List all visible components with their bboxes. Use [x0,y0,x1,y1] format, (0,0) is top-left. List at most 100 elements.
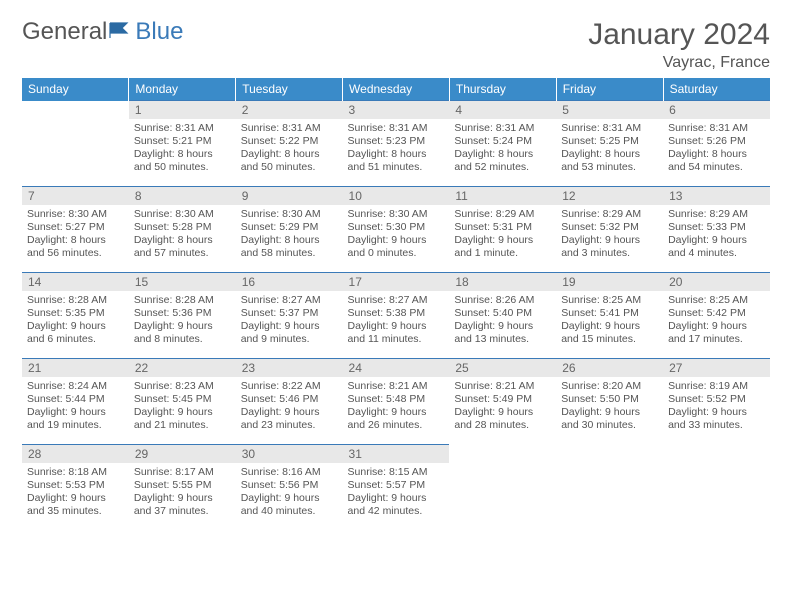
calendar-page: General Blue January 2024 Vayrac, France… [0,0,792,549]
day-header: Wednesday [343,78,450,101]
calendar-cell [22,101,129,187]
day-header: Saturday [663,78,770,101]
calendar-cell: 28Sunrise: 8:18 AMSunset: 5:53 PMDayligh… [22,445,129,531]
location: Vayrac, France [588,54,770,72]
day-details: Sunrise: 8:21 AMSunset: 5:49 PMDaylight:… [449,377,556,437]
day-number: 17 [343,273,450,291]
calendar-cell [663,445,770,531]
calendar-cell: 25Sunrise: 8:21 AMSunset: 5:49 PMDayligh… [449,359,556,445]
day-details: Sunrise: 8:29 AMSunset: 5:33 PMDaylight:… [663,205,770,265]
calendar-week: 1Sunrise: 8:31 AMSunset: 5:21 PMDaylight… [22,101,770,187]
calendar-cell: 12Sunrise: 8:29 AMSunset: 5:32 PMDayligh… [556,187,663,273]
day-details: Sunrise: 8:28 AMSunset: 5:36 PMDaylight:… [129,291,236,351]
day-details: Sunrise: 8:30 AMSunset: 5:27 PMDaylight:… [22,205,129,265]
day-details: Sunrise: 8:26 AMSunset: 5:40 PMDaylight:… [449,291,556,351]
day-details: Sunrise: 8:21 AMSunset: 5:48 PMDaylight:… [343,377,450,437]
day-details: Sunrise: 8:30 AMSunset: 5:29 PMDaylight:… [236,205,343,265]
day-number: 12 [556,187,663,205]
day-details: Sunrise: 8:24 AMSunset: 5:44 PMDaylight:… [22,377,129,437]
calendar-cell: 24Sunrise: 8:21 AMSunset: 5:48 PMDayligh… [343,359,450,445]
calendar-header-row: SundayMondayTuesdayWednesdayThursdayFrid… [22,78,770,101]
calendar-cell: 13Sunrise: 8:29 AMSunset: 5:33 PMDayligh… [663,187,770,273]
day-header: Sunday [22,78,129,101]
logo-text-general: General [22,18,107,46]
day-number: 29 [129,445,236,463]
day-number: 21 [22,359,129,377]
calendar-cell: 8Sunrise: 8:30 AMSunset: 5:28 PMDaylight… [129,187,236,273]
calendar-cell: 15Sunrise: 8:28 AMSunset: 5:36 PMDayligh… [129,273,236,359]
day-details: Sunrise: 8:25 AMSunset: 5:42 PMDaylight:… [663,291,770,351]
day-number: 10 [343,187,450,205]
day-header: Monday [129,78,236,101]
calendar-cell: 5Sunrise: 8:31 AMSunset: 5:25 PMDaylight… [556,101,663,187]
day-details: Sunrise: 8:16 AMSunset: 5:56 PMDaylight:… [236,463,343,523]
day-details: Sunrise: 8:27 AMSunset: 5:37 PMDaylight:… [236,291,343,351]
day-number: 15 [129,273,236,291]
calendar-cell: 9Sunrise: 8:30 AMSunset: 5:29 PMDaylight… [236,187,343,273]
day-details: Sunrise: 8:19 AMSunset: 5:52 PMDaylight:… [663,377,770,437]
day-details: Sunrise: 8:31 AMSunset: 5:24 PMDaylight:… [449,119,556,179]
calendar-cell: 18Sunrise: 8:26 AMSunset: 5:40 PMDayligh… [449,273,556,359]
calendar-cell: 7Sunrise: 8:30 AMSunset: 5:27 PMDaylight… [22,187,129,273]
day-details: Sunrise: 8:17 AMSunset: 5:55 PMDaylight:… [129,463,236,523]
logo: General Blue [22,18,183,46]
day-details: Sunrise: 8:27 AMSunset: 5:38 PMDaylight:… [343,291,450,351]
day-number: 26 [556,359,663,377]
day-number: 24 [343,359,450,377]
calendar-cell: 20Sunrise: 8:25 AMSunset: 5:42 PMDayligh… [663,273,770,359]
day-details: Sunrise: 8:15 AMSunset: 5:57 PMDaylight:… [343,463,450,523]
title-block: January 2024 Vayrac, France [588,18,770,72]
day-number: 3 [343,101,450,119]
day-details: Sunrise: 8:29 AMSunset: 5:32 PMDaylight:… [556,205,663,265]
calendar-cell: 26Sunrise: 8:20 AMSunset: 5:50 PMDayligh… [556,359,663,445]
calendar-cell [556,445,663,531]
day-details: Sunrise: 8:31 AMSunset: 5:26 PMDaylight:… [663,119,770,179]
calendar-week: 21Sunrise: 8:24 AMSunset: 5:44 PMDayligh… [22,359,770,445]
calendar-cell: 31Sunrise: 8:15 AMSunset: 5:57 PMDayligh… [343,445,450,531]
day-number: 16 [236,273,343,291]
day-number: 8 [129,187,236,205]
calendar-cell: 17Sunrise: 8:27 AMSunset: 5:38 PMDayligh… [343,273,450,359]
day-header: Friday [556,78,663,101]
calendar-cell: 29Sunrise: 8:17 AMSunset: 5:55 PMDayligh… [129,445,236,531]
calendar-cell: 21Sunrise: 8:24 AMSunset: 5:44 PMDayligh… [22,359,129,445]
day-details: Sunrise: 8:31 AMSunset: 5:21 PMDaylight:… [129,119,236,179]
day-number: 31 [343,445,450,463]
day-number: 6 [663,101,770,119]
day-number: 13 [663,187,770,205]
day-details: Sunrise: 8:30 AMSunset: 5:28 PMDaylight:… [129,205,236,265]
calendar-cell: 14Sunrise: 8:28 AMSunset: 5:35 PMDayligh… [22,273,129,359]
day-number: 4 [449,101,556,119]
day-details: Sunrise: 8:22 AMSunset: 5:46 PMDaylight:… [236,377,343,437]
day-details: Sunrise: 8:20 AMSunset: 5:50 PMDaylight:… [556,377,663,437]
day-number: 25 [449,359,556,377]
day-number: 2 [236,101,343,119]
calendar-week: 14Sunrise: 8:28 AMSunset: 5:35 PMDayligh… [22,273,770,359]
day-number: 14 [22,273,129,291]
day-number: 7 [22,187,129,205]
header: General Blue January 2024 Vayrac, France [22,18,770,72]
day-details: Sunrise: 8:23 AMSunset: 5:45 PMDaylight:… [129,377,236,437]
day-number: 30 [236,445,343,463]
day-number: 20 [663,273,770,291]
calendar-cell: 1Sunrise: 8:31 AMSunset: 5:21 PMDaylight… [129,101,236,187]
calendar-cell: 23Sunrise: 8:22 AMSunset: 5:46 PMDayligh… [236,359,343,445]
calendar-cell: 19Sunrise: 8:25 AMSunset: 5:41 PMDayligh… [556,273,663,359]
flag-icon [109,21,131,44]
calendar-table: SundayMondayTuesdayWednesdayThursdayFrid… [22,78,770,531]
day-number: 19 [556,273,663,291]
day-details: Sunrise: 8:28 AMSunset: 5:35 PMDaylight:… [22,291,129,351]
day-details: Sunrise: 8:30 AMSunset: 5:30 PMDaylight:… [343,205,450,265]
day-number: 1 [129,101,236,119]
day-number: 18 [449,273,556,291]
day-details: Sunrise: 8:31 AMSunset: 5:25 PMDaylight:… [556,119,663,179]
calendar-week: 28Sunrise: 8:18 AMSunset: 5:53 PMDayligh… [22,445,770,531]
day-details: Sunrise: 8:25 AMSunset: 5:41 PMDaylight:… [556,291,663,351]
day-number: 23 [236,359,343,377]
day-header: Thursday [449,78,556,101]
logo-text-blue: Blue [135,18,183,46]
calendar-cell: 4Sunrise: 8:31 AMSunset: 5:24 PMDaylight… [449,101,556,187]
calendar-cell: 10Sunrise: 8:30 AMSunset: 5:30 PMDayligh… [343,187,450,273]
day-details: Sunrise: 8:18 AMSunset: 5:53 PMDaylight:… [22,463,129,523]
day-number: 5 [556,101,663,119]
